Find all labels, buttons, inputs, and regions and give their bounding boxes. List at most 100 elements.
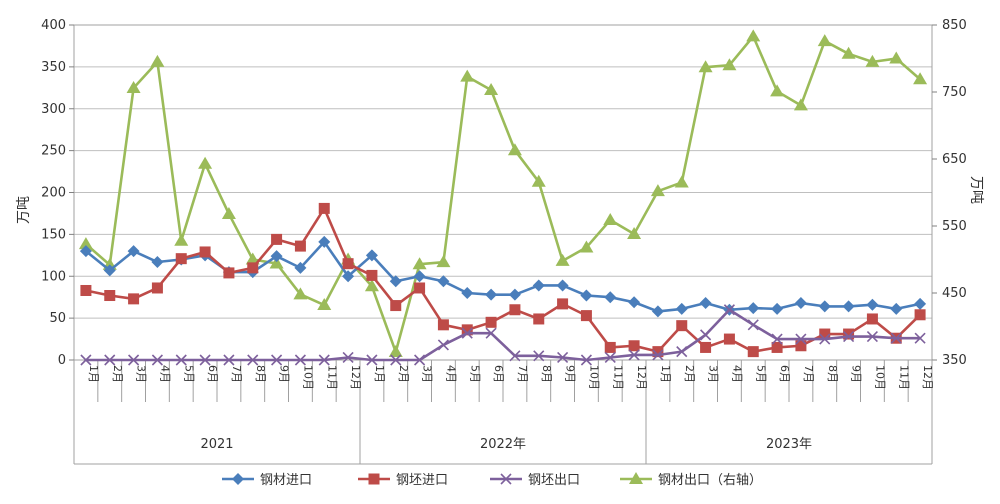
data-point (747, 302, 760, 315)
month-label: 1月 (87, 365, 100, 383)
data-point (388, 344, 403, 357)
right-tick-label: 750 (942, 85, 967, 100)
month-label: 12月 (921, 365, 934, 390)
x-mark-stroke (819, 333, 831, 345)
series-2 (80, 202, 926, 358)
data-point (866, 330, 878, 343)
data-point (533, 350, 545, 362)
data-point (723, 304, 735, 316)
x-mark-stroke (271, 354, 283, 366)
data-point (747, 319, 759, 331)
data-point (866, 313, 878, 325)
month-label: 7月 (230, 365, 243, 383)
month-label: 5月 (754, 365, 767, 383)
data-point (771, 302, 784, 315)
data-point (700, 341, 712, 353)
data-point (460, 69, 475, 82)
data-point (198, 156, 213, 169)
x-mark-stroke (604, 351, 616, 364)
data-point (629, 472, 643, 484)
data-point (104, 290, 116, 302)
data-point (889, 51, 904, 64)
x-mark-stroke (485, 327, 497, 339)
data-point (150, 54, 165, 67)
right-axis-label: 万吨 (968, 176, 984, 204)
month-label: 7月 (802, 365, 815, 383)
gridlines (74, 66, 932, 319)
right-tick-label: 850 (942, 18, 967, 33)
right-tick-label: 450 (942, 286, 967, 301)
data-point (771, 341, 783, 353)
data-point (747, 346, 759, 358)
data-point (294, 240, 306, 252)
left-tick-label: 350 (41, 60, 66, 75)
month-label: 9月 (278, 365, 291, 383)
data-point (271, 354, 283, 366)
data-point (342, 351, 354, 364)
left-tick-label: 250 (41, 144, 66, 159)
data-point (80, 284, 92, 296)
data-point (603, 212, 618, 225)
series-4 (78, 29, 928, 357)
month-label: 10月 (873, 365, 886, 390)
legend-item: 钢材进口 (222, 473, 312, 488)
data-point (223, 354, 235, 366)
right-axis-ticks: 350 450 550 650 750 850 (942, 18, 967, 368)
x-mark-stroke (342, 351, 354, 364)
data-point (555, 253, 570, 266)
data-point (365, 249, 378, 262)
data-point (746, 29, 761, 42)
data-point (770, 84, 785, 97)
data-point (199, 246, 211, 258)
data-point (652, 346, 664, 358)
data-point (271, 233, 283, 245)
data-point (485, 288, 498, 301)
month-label: 3月 (135, 365, 148, 383)
data-point (318, 235, 331, 248)
data-point (485, 327, 497, 339)
data-point (500, 473, 512, 485)
month-label: 1月 (659, 365, 672, 383)
data-point (318, 354, 330, 366)
data-point (78, 237, 93, 250)
data-point (247, 354, 259, 366)
x-mark-stroke (223, 354, 235, 366)
data-point (628, 340, 640, 352)
data-point (819, 333, 831, 345)
data-point (461, 324, 473, 336)
left-tick-label: 400 (41, 18, 66, 33)
month-label: 9月 (850, 365, 863, 383)
data-point (436, 255, 451, 268)
data-point (817, 34, 832, 47)
data-point (128, 354, 140, 366)
month-label: 7月 (516, 365, 529, 383)
legend-item: 钢材出口（右轴） (620, 472, 762, 488)
data-point (650, 184, 665, 197)
data-point (794, 297, 807, 310)
data-point (128, 293, 140, 305)
data-point (700, 329, 712, 341)
data-point (221, 206, 236, 219)
month-label: 4月 (730, 365, 743, 383)
data-point (652, 349, 664, 361)
right-tick-label: 350 (942, 353, 967, 368)
x-mark-stroke (366, 354, 378, 366)
month-label: 6月 (206, 365, 219, 383)
month-label: 5月 (468, 365, 481, 383)
data-point (414, 282, 426, 294)
data-point (890, 302, 903, 315)
data-point (318, 202, 330, 214)
series-line (85, 308, 921, 362)
data-point (232, 473, 244, 485)
data-point (795, 340, 807, 352)
x-mark-stroke (557, 351, 569, 364)
x-mark-stroke (247, 354, 259, 366)
data-point (580, 354, 592, 366)
data-point (437, 339, 449, 351)
data-point (795, 333, 807, 345)
x-mark-stroke (151, 354, 163, 366)
data-point (199, 354, 211, 366)
data-point (461, 287, 474, 299)
data-point (270, 250, 283, 263)
data-point (342, 258, 354, 270)
